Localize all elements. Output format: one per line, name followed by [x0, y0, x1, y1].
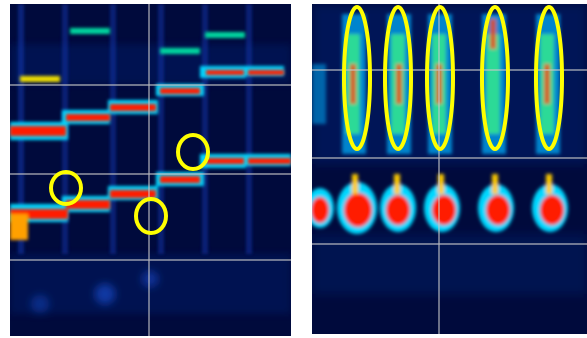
right-spectrogram-panel	[312, 4, 587, 334]
highlight-circle	[176, 133, 210, 171]
highlight-circle	[134, 197, 168, 235]
highlight-ellipse	[534, 5, 564, 151]
highlight-ellipse	[342, 5, 372, 151]
highlight-ellipse	[480, 5, 510, 151]
right-spectrogram-image	[312, 4, 587, 334]
left-spectrogram-panel	[10, 4, 291, 336]
highlight-ellipse	[425, 5, 455, 151]
highlight-circle	[49, 170, 83, 206]
highlight-ellipse	[383, 5, 413, 151]
left-spectrogram-image	[10, 4, 291, 336]
